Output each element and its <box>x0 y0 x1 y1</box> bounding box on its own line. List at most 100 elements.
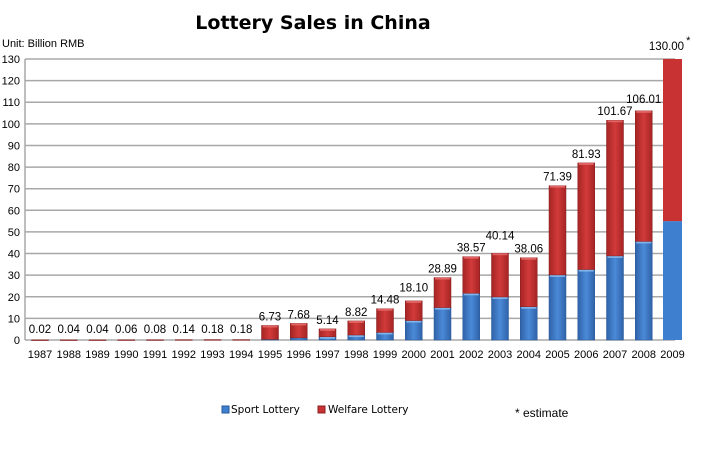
bar-welfare-2009 <box>663 59 682 222</box>
bar-sport-1996 <box>290 337 308 341</box>
x-tick-label: 1991 <box>143 349 167 361</box>
bar-welfare-1990 <box>117 339 135 341</box>
data-label-1998: 8.82 <box>345 307 367 319</box>
x-tick-label: 1994 <box>229 349 253 361</box>
bar-welfare-1994 <box>232 339 250 341</box>
legend-swatch-sport <box>221 405 230 414</box>
legend-swatch-welfare <box>317 405 326 414</box>
bar-highlight <box>521 257 537 260</box>
y-tick-label: 40 <box>8 249 20 261</box>
bar-sport-2007 <box>606 255 624 341</box>
data-label-1987: 0.02 <box>29 324 51 336</box>
bar-welfare-1991 <box>146 339 164 341</box>
bar-highlight <box>377 332 393 335</box>
bar-welfare-1996 <box>290 323 308 339</box>
data-label-1999: 14.48 <box>371 295 400 307</box>
bar-highlight <box>348 320 364 323</box>
bar-highlight <box>521 306 537 309</box>
bar-highlight <box>550 185 565 188</box>
bar-highlight <box>636 241 652 244</box>
bar-highlight <box>320 328 335 331</box>
estimate-marker: * <box>686 35 691 47</box>
y-tick-label: 110 <box>2 97 20 109</box>
bar-highlight <box>377 308 393 311</box>
bar-highlight <box>607 255 623 258</box>
bar-highlight <box>435 277 450 280</box>
x-tick-label: 1987 <box>28 349 52 361</box>
bar-highlight <box>406 300 422 303</box>
legend-label-sport: Sport Lottery <box>231 404 300 416</box>
x-tick-label: 2005 <box>545 349 569 361</box>
y-tick-label: 50 <box>8 227 20 239</box>
bar-highlight <box>320 336 335 339</box>
legend-label-welfare: Welfare Lottery <box>328 404 408 416</box>
bar-welfare-1998 <box>347 320 365 336</box>
bar-sport-2008 <box>635 241 653 341</box>
bar-sport-2002 <box>462 293 480 341</box>
data-label-2002: 38.57 <box>457 243 486 255</box>
bar-sport-2000 <box>405 320 423 341</box>
x-tick-label: 1998 <box>344 349 368 361</box>
y-tick-label: 100 <box>2 119 20 131</box>
data-label-1989: 0.04 <box>86 324 109 336</box>
data-label-1988: 0.04 <box>58 324 81 336</box>
data-label-2008: 106.01 <box>626 94 661 106</box>
data-label-1992: 0.14 <box>173 324 196 336</box>
x-tick-label: 2000 <box>402 349 426 361</box>
data-label-2001: 28.89 <box>428 264 457 276</box>
bar-welfare-1989 <box>88 339 107 341</box>
bar-highlight <box>463 256 479 259</box>
y-tick-label: 60 <box>8 205 20 217</box>
x-tick-label: 1992 <box>172 349 196 361</box>
bar-highlight <box>463 293 479 296</box>
x-tick-label: 2004 <box>517 349 541 361</box>
bar-highlight <box>291 323 307 326</box>
bar-highlight <box>348 335 364 338</box>
bar-welfare-2001 <box>433 277 452 308</box>
bar-welfare-2000 <box>405 300 423 321</box>
x-tick-label: 1988 <box>57 349 81 361</box>
data-label-1996: 7.68 <box>288 309 310 321</box>
data-label-1997: 5.14 <box>316 315 339 327</box>
x-tick-label: 1989 <box>85 349 109 361</box>
data-label-1994: 0.18 <box>230 324 252 336</box>
x-tick-label: 1996 <box>287 349 311 361</box>
x-tick-label: 2007 <box>603 349 627 361</box>
data-label-2006: 81.93 <box>572 149 601 161</box>
bar-highlight <box>607 120 623 123</box>
y-tick-label: 0 <box>14 335 20 347</box>
data-label-2005: 71.39 <box>543 172 572 184</box>
bar-highlight <box>578 162 594 165</box>
data-label-2000: 18.10 <box>399 283 428 295</box>
bar-highlight <box>435 307 450 310</box>
bar-highlight <box>550 274 565 277</box>
y-tick-label: 20 <box>8 292 20 304</box>
y-tick-label: 70 <box>8 184 20 196</box>
legend: Sport Lottery Welfare Lottery <box>221 404 408 416</box>
x-tick-label: 1990 <box>114 349 138 361</box>
data-label-2009: 130.00 <box>649 41 684 53</box>
data-label-2004: 38.06 <box>514 244 543 256</box>
bar-welfare-2003 <box>491 252 509 298</box>
x-tick-label: 2008 <box>632 349 656 361</box>
bar-welfare-2004 <box>520 257 538 307</box>
bar-welfare-1992 <box>175 339 193 341</box>
bar-welfare-2002 <box>462 256 480 294</box>
bar-sport-2001 <box>433 307 452 341</box>
data-label-2007: 101.67 <box>597 106 632 118</box>
bar-welfare-1995 <box>261 325 279 340</box>
bar-welfare-2008 <box>635 110 653 242</box>
bar-welfare-1993 <box>203 339 222 341</box>
chart-title: Lottery Sales in China <box>195 12 430 34</box>
bar-welfare-1999 <box>376 308 394 333</box>
x-tick-label: 1993 <box>200 349 224 361</box>
data-label-1990: 0.06 <box>115 324 137 336</box>
y-tick-label: 80 <box>8 162 20 174</box>
y-tick-label: 30 <box>8 270 20 282</box>
y-tick-label: 130 <box>2 54 20 66</box>
data-label-1995: 6.73 <box>259 311 281 323</box>
y-tick-label: 120 <box>2 76 20 88</box>
bar-highlight <box>262 325 278 328</box>
bar-highlight <box>492 296 508 299</box>
